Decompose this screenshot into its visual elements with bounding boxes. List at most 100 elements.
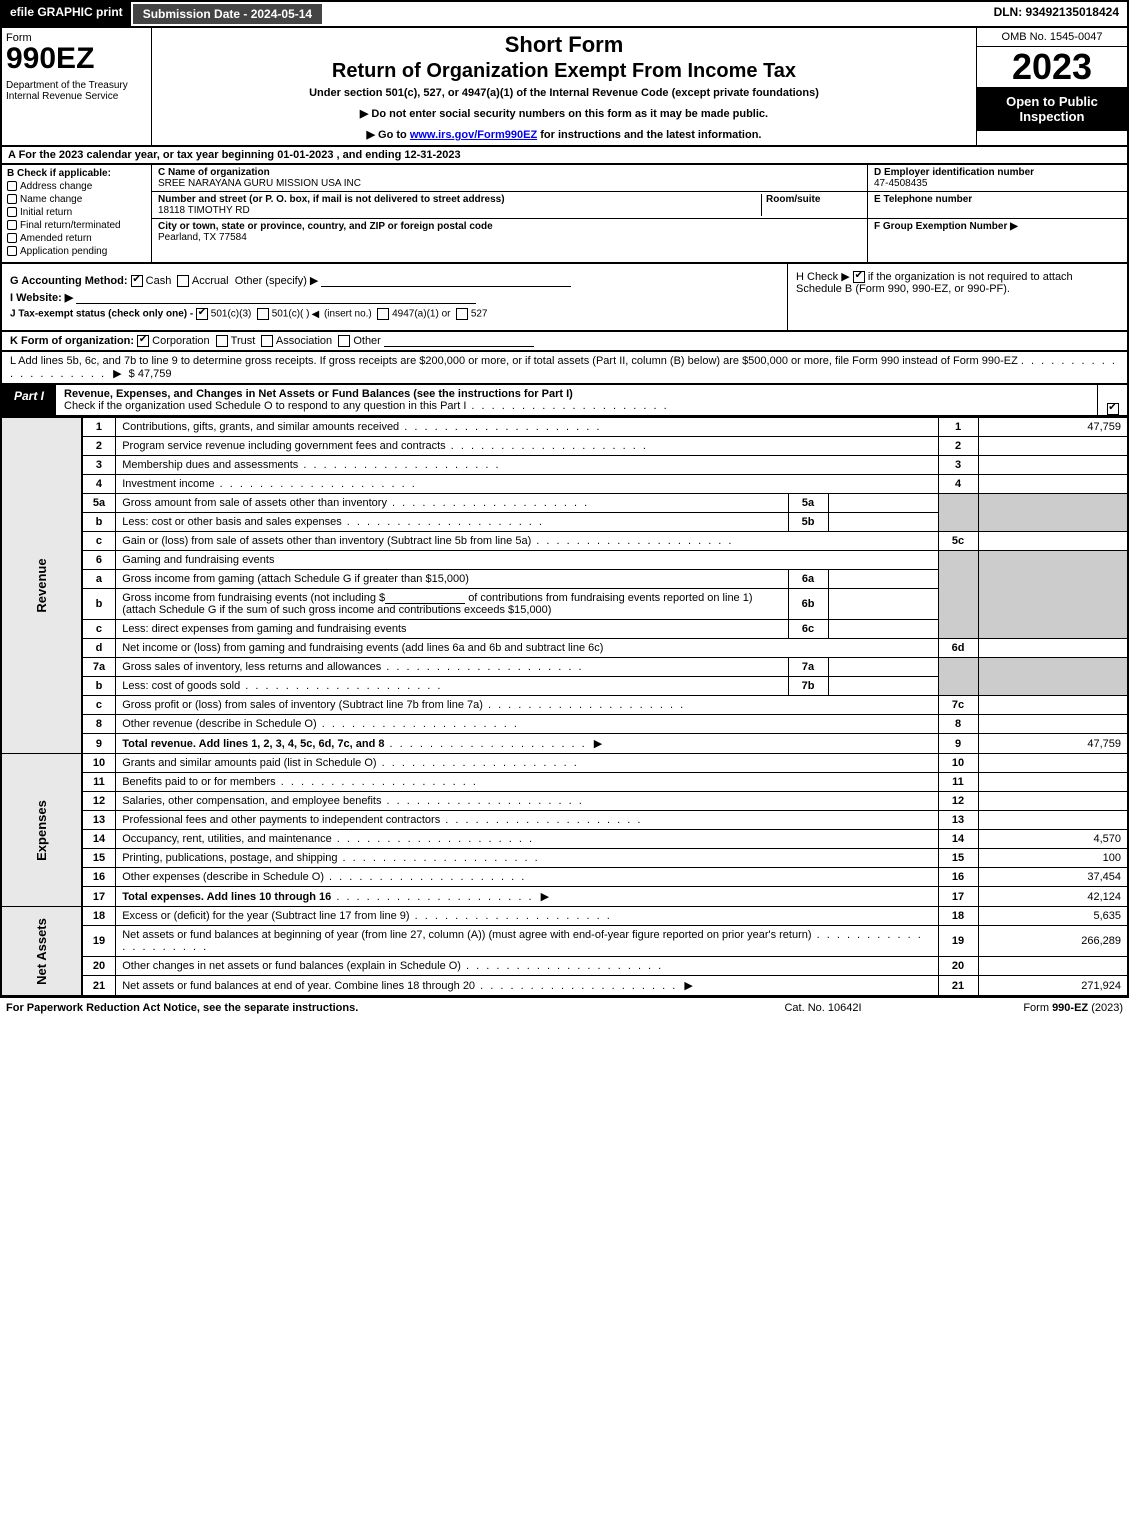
- chk-kother[interactable]: [338, 335, 350, 347]
- amt-15: 100: [978, 849, 1128, 868]
- greyamt-5: [978, 494, 1128, 532]
- row-ghij: G Accounting Method: Cash Accrual Other …: [0, 264, 1129, 332]
- amt-11: [978, 773, 1128, 792]
- part1-sub: Check if the organization used Schedule …: [64, 400, 466, 412]
- ssn-note: ▶ Do not enter social security numbers o…: [156, 107, 972, 120]
- chk-accrual[interactable]: [177, 275, 189, 287]
- desc-6a: Gross income from gaming (attach Schedul…: [116, 570, 788, 589]
- part1-header: Part I Revenue, Expenses, and Changes in…: [0, 385, 1129, 417]
- sub-5a: 5a: [788, 494, 828, 513]
- desc-1: Contributions, gifts, grants, and simila…: [116, 418, 938, 437]
- chk-name[interactable]: [7, 194, 17, 204]
- irs-link[interactable]: www.irs.gov/Form990EZ: [410, 129, 537, 141]
- desc-2: Program service revenue including govern…: [116, 437, 938, 456]
- amt-21: 271,924: [978, 976, 1128, 997]
- g-other-line[interactable]: [321, 275, 571, 287]
- rno-17: 17: [938, 887, 978, 907]
- amt-16: 37,454: [978, 868, 1128, 887]
- amt-8: [978, 715, 1128, 734]
- chk-cash[interactable]: [131, 275, 143, 287]
- spacer: [324, 2, 985, 26]
- grey-6: [938, 551, 978, 639]
- chk-4947[interactable]: [377, 308, 389, 320]
- lno-15: 15: [82, 849, 116, 868]
- chk-corp[interactable]: [137, 335, 149, 347]
- opt-pending: Application pending: [20, 246, 107, 257]
- lno-8: 8: [82, 715, 116, 734]
- dln: DLN: 93492135018424: [986, 2, 1127, 26]
- tab-revenue: Revenue: [1, 418, 82, 754]
- desc-15: Printing, publications, postage, and shi…: [116, 849, 938, 868]
- desc-21: Net assets or fund balances at end of ye…: [116, 976, 938, 997]
- amt-20: [978, 957, 1128, 976]
- goto-note: ▶ Go to www.irs.gov/Form990EZ for instru…: [156, 128, 972, 141]
- lno-6: 6: [82, 551, 116, 570]
- lno-5b: b: [82, 513, 116, 532]
- chk-527[interactable]: [456, 308, 468, 320]
- desc-10: Grants and similar amounts paid (list in…: [116, 754, 938, 773]
- chk-final[interactable]: [7, 220, 17, 230]
- chk-trust[interactable]: [216, 335, 228, 347]
- lno-12: 12: [82, 792, 116, 811]
- chk-assoc[interactable]: [261, 335, 273, 347]
- c-street-lbl: Number and street (or P. O. box, if mail…: [158, 194, 505, 205]
- greyamt-7: [978, 658, 1128, 696]
- 6b-blank[interactable]: [385, 592, 465, 604]
- k-other-line[interactable]: [384, 335, 534, 347]
- header-left: Form 990EZ Department of the Treasury In…: [2, 28, 152, 145]
- tab-expenses: Expenses: [1, 754, 82, 907]
- chk-initial[interactable]: [7, 207, 17, 217]
- efile-label: efile GRAPHIC print: [2, 2, 131, 26]
- room-lbl: Room/suite: [766, 194, 820, 205]
- arrow-icon: [109, 368, 125, 380]
- lno-7a: 7a: [82, 658, 116, 677]
- amt-3: [978, 456, 1128, 475]
- f-grp-lbl: F Group Exemption Number ▶: [874, 221, 1018, 232]
- website-line[interactable]: [76, 292, 476, 304]
- rno-6d: 6d: [938, 639, 978, 658]
- chk-pending[interactable]: [7, 246, 17, 256]
- footer: For Paperwork Reduction Act Notice, see …: [0, 997, 1129, 1018]
- chk-part1[interactable]: [1107, 403, 1119, 415]
- sub-7a: 7a: [788, 658, 828, 677]
- chk-501c3[interactable]: [196, 308, 208, 320]
- lno-10: 10: [82, 754, 116, 773]
- ein: 47-4508435: [874, 178, 927, 189]
- amt-6d: [978, 639, 1128, 658]
- greyamt-6: [978, 551, 1128, 639]
- desc-5a: Gross amount from sale of assets other t…: [116, 494, 788, 513]
- amt-1: 47,759: [978, 418, 1128, 437]
- subamt-7a: [828, 658, 938, 677]
- lno-6c: c: [82, 620, 116, 639]
- desc-9: Total revenue. Add lines 1, 2, 3, 4, 5c,…: [116, 734, 938, 754]
- rno-3: 3: [938, 456, 978, 475]
- desc-4: Investment income: [116, 475, 938, 494]
- return-title: Return of Organization Exempt From Incom…: [156, 60, 972, 83]
- rno-15: 15: [938, 849, 978, 868]
- submission-date: Submission Date - 2024-05-14: [132, 3, 323, 25]
- amt-7c: [978, 696, 1128, 715]
- chk-amended[interactable]: [7, 233, 17, 243]
- col-b: B Check if applicable: Address change Na…: [2, 165, 152, 262]
- c-city-lbl: City or town, state or province, country…: [158, 221, 493, 232]
- lno-17: 17: [82, 887, 116, 907]
- lno-2: 2: [82, 437, 116, 456]
- chk-501c[interactable]: [257, 308, 269, 320]
- grey-7: [938, 658, 978, 696]
- amt-14: 4,570: [978, 830, 1128, 849]
- desc-12: Salaries, other compensation, and employ…: [116, 792, 938, 811]
- row-k: K Form of organization: Corporation Trus…: [0, 332, 1129, 352]
- l-text: L Add lines 5b, 6c, and 7b to line 9 to …: [10, 355, 1018, 367]
- part1-chk: [1097, 385, 1127, 415]
- lno-21: 21: [82, 976, 116, 997]
- lno-1: 1: [82, 418, 116, 437]
- j-o1: 501(c)(3): [211, 309, 252, 320]
- footer-left: For Paperwork Reduction Act Notice, see …: [6, 1002, 723, 1014]
- rno-7c: 7c: [938, 696, 978, 715]
- lno-6d: d: [82, 639, 116, 658]
- desc-7a: Gross sales of inventory, less returns a…: [116, 658, 788, 677]
- chk-address[interactable]: [7, 181, 17, 191]
- department: Department of the Treasury Internal Reve…: [6, 80, 147, 102]
- footer-right: Form 990-EZ (2023): [923, 1002, 1123, 1014]
- chk-h[interactable]: [853, 271, 865, 283]
